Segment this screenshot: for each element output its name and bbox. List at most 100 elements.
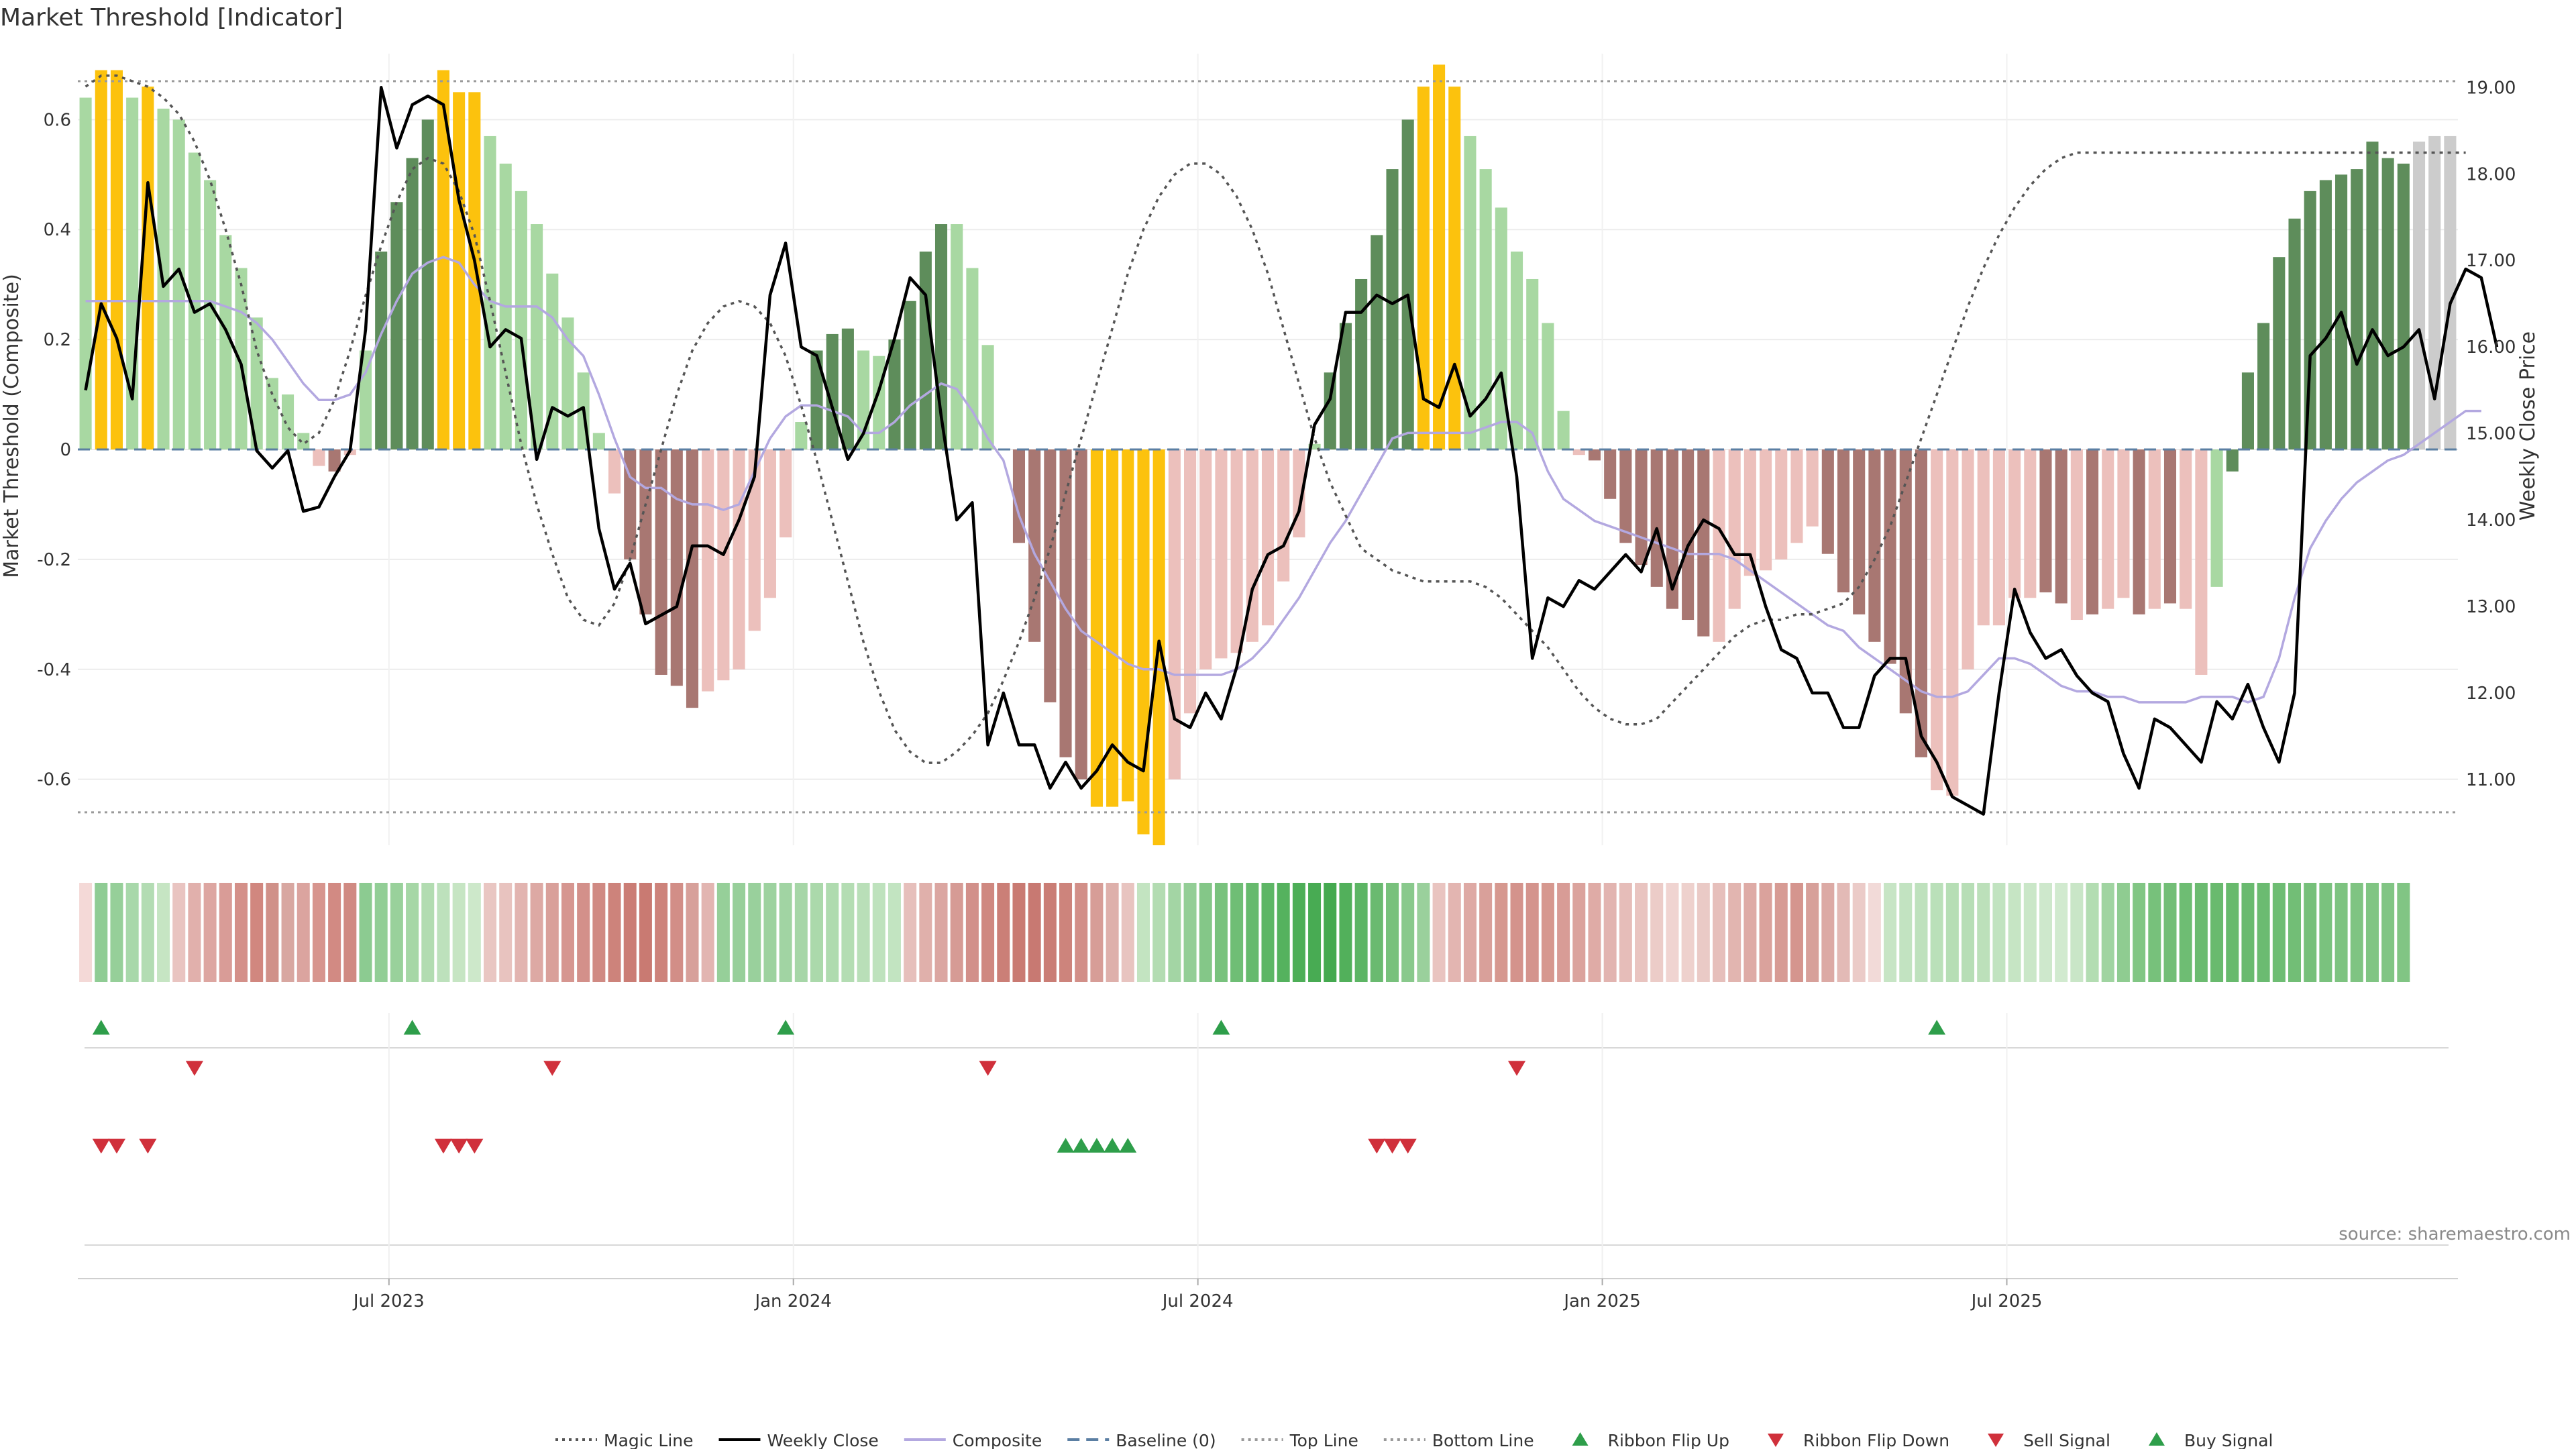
ribbon-cell [1090, 883, 1104, 982]
ribbon-cell [763, 883, 777, 982]
ribbon-cell [266, 883, 279, 982]
y-tick-label-right: 15.00 [2466, 424, 2516, 444]
ribbon-cell [1230, 883, 1244, 982]
ribbon-cell [1261, 883, 1275, 982]
composite-bar [780, 449, 792, 538]
ribbon-cell [733, 883, 746, 982]
ribbon-cell [950, 883, 963, 982]
ribbon-cell [997, 883, 1010, 982]
legend-label: Weekly Close [767, 1431, 879, 1449]
ribbon-cell [2101, 883, 2114, 982]
ribbon-cell [779, 883, 792, 982]
composite-bar [1433, 64, 1446, 449]
ribbon-cell [1837, 883, 1850, 982]
ribbon-cell [841, 883, 855, 982]
ribbon-cell [1774, 883, 1788, 982]
ribbon-cell [1743, 883, 1757, 982]
ribbon-cell [2070, 883, 2084, 982]
composite-bar [531, 224, 543, 449]
y-tick-label-left: -0.4 [37, 660, 71, 680]
composite-bar [1184, 449, 1197, 714]
lines-layer [78, 74, 2499, 816]
legend-item: Sell Signal [1988, 1431, 2110, 1449]
ribbon-cell [515, 883, 528, 982]
ribbon-flip-up-marker [1928, 1020, 1946, 1035]
composite-bar [1977, 449, 1990, 626]
ribbon-cell [359, 883, 372, 982]
composite-bar [951, 224, 963, 449]
ribbon-cell [1324, 883, 1337, 982]
ribbon-cell [328, 883, 341, 982]
buy-signal-marker [1072, 1138, 1090, 1153]
y-tick-label-left: 0.4 [44, 220, 71, 240]
y-axis-label-left: Market Threshold (Composite) [0, 274, 23, 578]
composite-bar [2086, 449, 2099, 614]
composite-bar [1090, 449, 1103, 807]
composite-bar [2444, 136, 2457, 449]
ribbon-flip-down-marker [979, 1061, 997, 1076]
composite-bar [1806, 449, 1819, 527]
x-tick-label: Jul 2023 [352, 1291, 425, 1311]
ribbon-cell [188, 883, 201, 982]
ribbon-cell [1401, 883, 1415, 982]
composite-bar [375, 252, 388, 449]
y-tick-label-right: 16.00 [2466, 337, 2516, 358]
ribbon-cell [670, 883, 684, 982]
ribbon-cell [1448, 883, 1461, 982]
x-tick-label: Jan 2025 [1562, 1291, 1641, 1311]
ribbon-cell [1136, 883, 1150, 982]
ribbon-flip-down-marker [543, 1061, 561, 1076]
ribbon-cell [250, 883, 264, 982]
y-tick-label-right: 14.00 [2466, 511, 2516, 531]
ribbon-cell [1183, 883, 1197, 982]
composite-bar [702, 449, 714, 692]
composite-bar [1075, 449, 1087, 780]
composite-bar [437, 70, 449, 450]
composite-bar [1743, 449, 1756, 576]
composite-bar [235, 268, 248, 449]
composite-bar [2117, 449, 2130, 598]
composite-bar [250, 317, 263, 449]
ribbon-cell [1712, 883, 1726, 982]
composite-bar [2397, 163, 2410, 449]
ribbon-cell [1868, 883, 1881, 982]
ribbon-cell [2210, 883, 2224, 982]
ribbon-cell [421, 883, 435, 982]
composite-bar [795, 422, 808, 449]
ribbon-cell [2179, 883, 2192, 982]
legend-swatch [1767, 1434, 1784, 1447]
y-tick-label-left: 0.6 [44, 110, 71, 130]
axes-layer: -0.6 -0.4 -0.2 0 0.2 0.4 0.6 11.00 12.00 13.00 14.… [37, 78, 2516, 790]
ribbon-cell [2116, 883, 2130, 982]
composite-bar [1775, 449, 1788, 559]
y-tick-label-right: 19.00 [2466, 78, 2516, 98]
ribbon-flip-up-marker [777, 1020, 795, 1035]
y-tick-label-right: 12.00 [2466, 684, 2516, 704]
composite-bar [2102, 449, 2114, 609]
ribbon-cell [1121, 883, 1134, 982]
legend: Magic Line Weekly Close Composite Baseline … [555, 1431, 2273, 1449]
composite-bar [421, 119, 434, 450]
composite-bar [1542, 323, 1554, 449]
composite-bar [172, 119, 185, 450]
composite-bar [1992, 449, 2005, 626]
ribbon-cell [1292, 883, 1305, 982]
composite-bar [717, 449, 730, 681]
ribbon-cell [1214, 883, 1228, 982]
composite-bar [2133, 449, 2145, 614]
ribbon-cell [592, 883, 606, 982]
ribbon-cell [1495, 883, 1508, 982]
legend-label: Magic Line [604, 1431, 694, 1449]
magic-line [85, 74, 2466, 764]
composite-bar [1868, 449, 1881, 642]
ribbon-cell [1432, 883, 1446, 982]
ribbon-cell [1588, 883, 1601, 982]
legend-label: Baseline (0) [1116, 1431, 1216, 1449]
ribbon-cell [2334, 883, 2348, 982]
ribbon-cell [1930, 883, 1943, 982]
ribbon-cell [219, 883, 232, 982]
y-tick-label-left: 0 [60, 440, 71, 460]
legend-swatch [2148, 1432, 2165, 1446]
composite-bar [1915, 449, 1928, 757]
composite-bar [1760, 449, 1772, 571]
